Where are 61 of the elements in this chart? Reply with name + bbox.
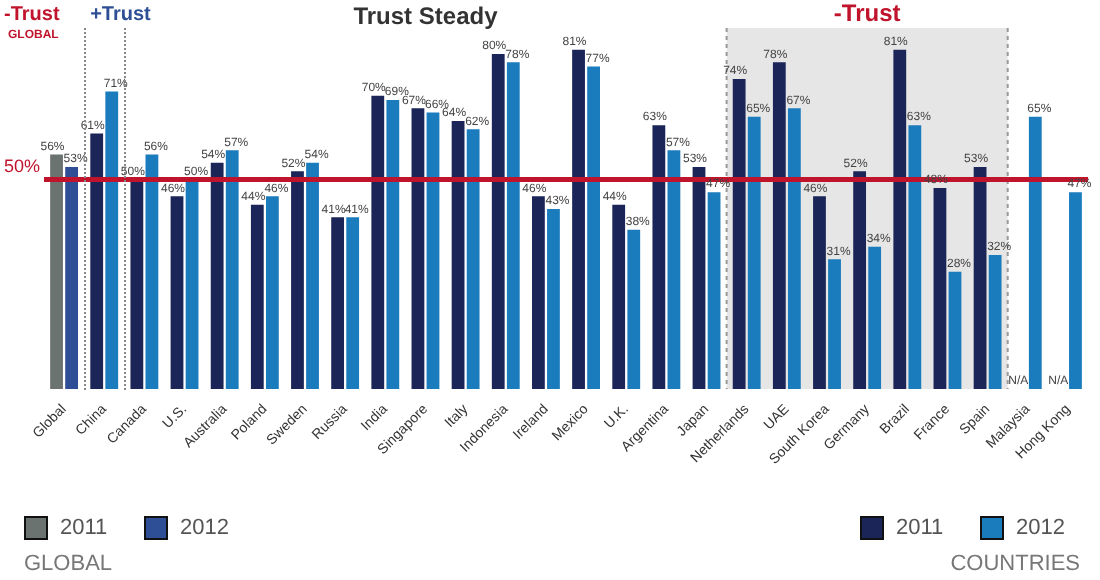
text: 2011 [896,516,944,540]
bar [411,108,425,390]
legend-label: 2012 [180,516,229,540]
text: +Trust [90,4,151,26]
bar [973,167,987,390]
bar [225,150,239,390]
bar [747,116,761,390]
bar [732,79,746,390]
text: 2012 [1016,516,1065,540]
bar [291,171,304,390]
bar [371,95,385,390]
bar [331,217,345,390]
legend-label: 2011 [60,516,108,540]
bar [65,167,79,390]
bar [948,271,962,390]
bar [145,154,159,390]
text: -Trust [4,4,60,26]
bar [170,196,184,390]
bar [532,196,545,390]
bar [853,171,867,390]
ref-line-label: 50% [4,155,41,176]
bar [506,62,520,390]
bar [908,125,922,390]
bar [652,125,666,390]
bar [1028,116,1042,390]
bar [893,49,907,390]
bar [105,91,119,390]
bar [1069,192,1082,390]
bar [451,120,465,390]
bar [627,229,641,390]
bar [426,112,440,390]
bar [933,187,947,390]
bar [787,108,801,390]
bar [868,246,882,390]
bar [547,208,560,390]
bar [466,129,480,390]
bar [210,162,224,390]
bar [130,179,144,390]
bar [813,196,826,390]
text: COUNTRIES [950,552,1080,576]
bar [346,217,360,390]
bar [306,162,319,390]
bar [50,154,63,390]
bar [491,53,505,390]
bar [707,192,721,390]
bar [265,196,279,390]
bar [572,49,585,390]
text: GLOBAL [24,552,113,576]
text: Trust Steady [353,2,498,30]
bar [386,99,400,390]
bar [612,204,626,390]
bar [90,133,104,390]
bar [772,62,786,390]
bar [587,66,601,390]
bar [185,179,199,390]
bar [667,150,681,390]
bar [988,255,1002,390]
bar [250,204,264,390]
bar [828,259,841,390]
band-label: -Trust [833,0,901,27]
bar [692,167,706,390]
